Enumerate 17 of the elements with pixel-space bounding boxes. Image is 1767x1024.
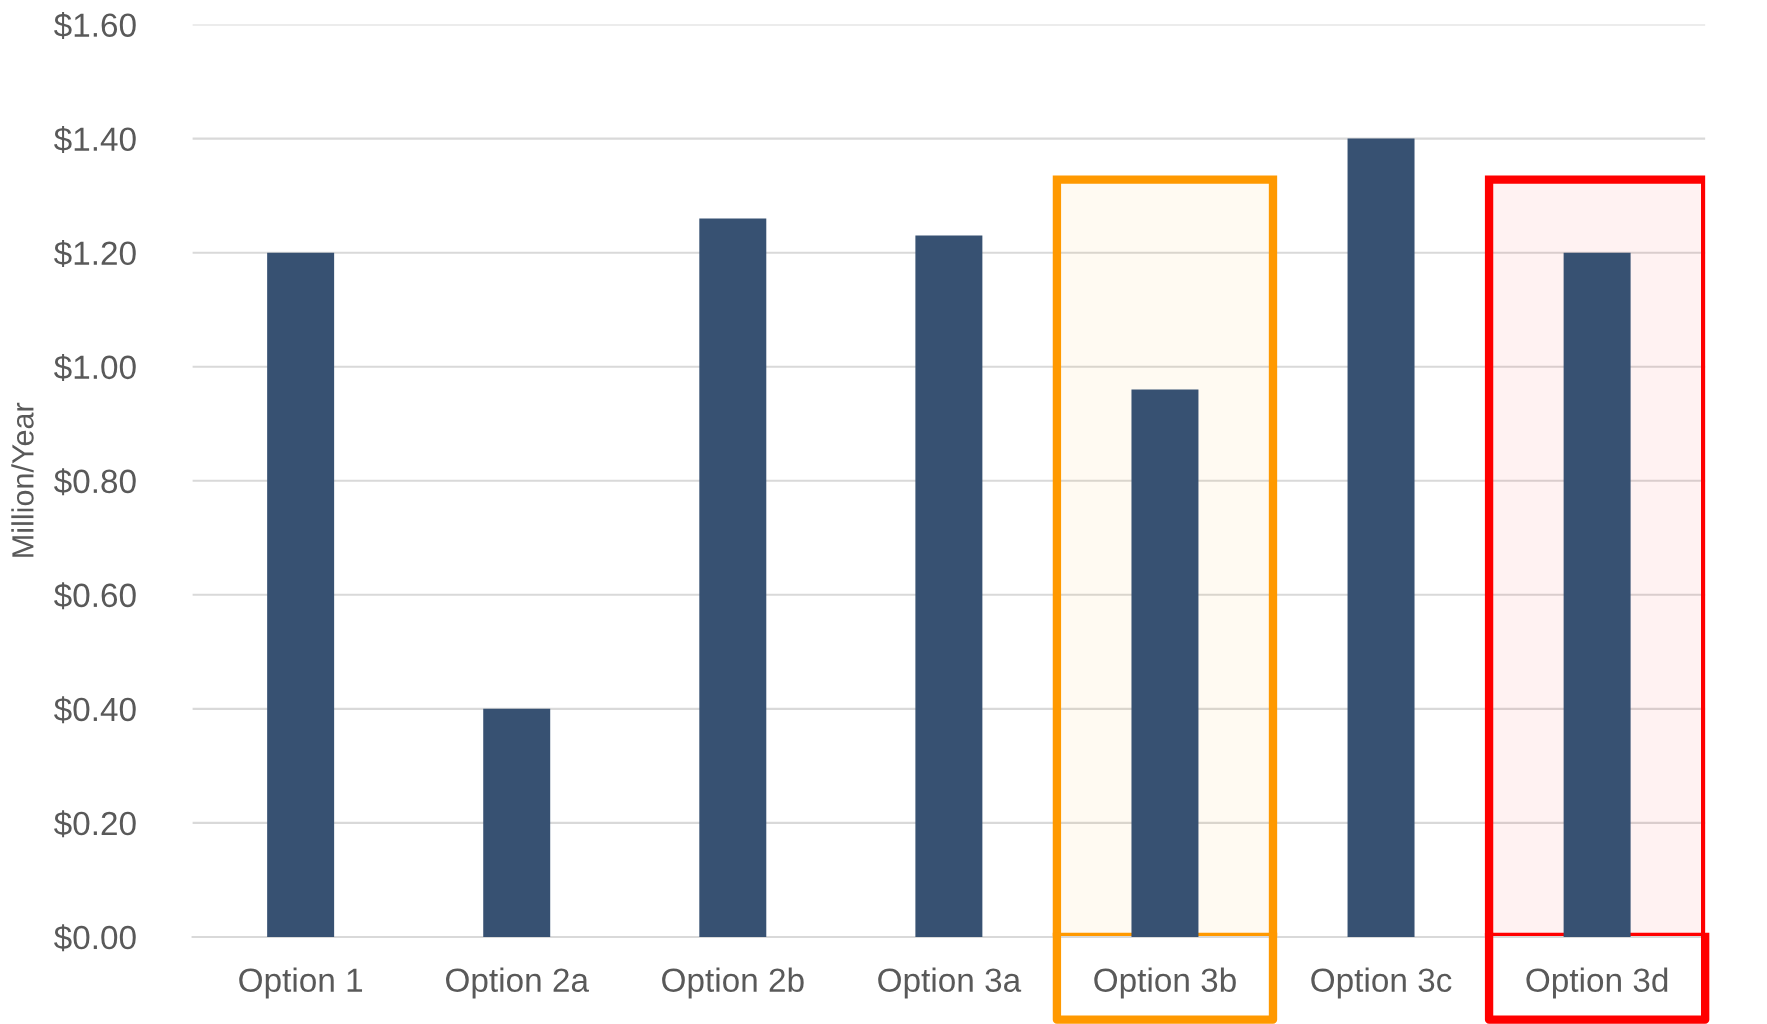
x-tick-label: Option 3a [878,967,1022,999]
y-tick-label: $0.20 [54,810,136,838]
y-tick-label: $0.80 [54,468,136,496]
y-tick-label: $0.60 [54,582,136,610]
x-tick-label: Option 3c [1311,967,1452,999]
y-axis-title: Million/Year [11,402,34,557]
y-tick-label: $1.60 [54,11,136,39]
y-tick-label: $0.40 [54,696,136,724]
y-tick-label: $1.00 [54,354,136,382]
x-tick-label: Option 3d [1526,967,1668,999]
x-tick-label: Option 1 [239,967,363,999]
y-tick-label: $1.20 [54,240,136,268]
y-tick-label: $0.00 [54,924,136,952]
x-tick-label: Option 2a [446,967,589,999]
y-tick-label: $1.40 [54,126,136,154]
x-tick-label: Option 2b [662,967,804,999]
x-tick-label: Option 3b [1094,967,1236,999]
